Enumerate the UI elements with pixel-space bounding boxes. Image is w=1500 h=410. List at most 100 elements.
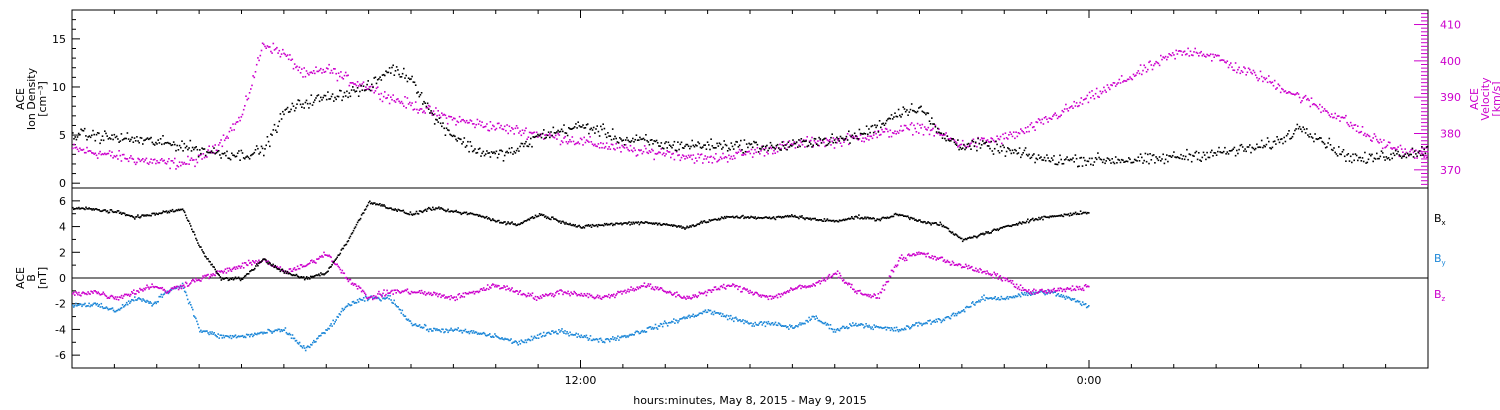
velocity-series-point <box>1087 101 1090 104</box>
velocity-series-point <box>356 81 359 83</box>
by-series-point <box>792 327 794 329</box>
by-series-point <box>556 332 558 335</box>
density-series-point <box>387 71 390 74</box>
velocity-series-point <box>1252 69 1255 72</box>
density-series-point <box>1378 157 1380 160</box>
bx-series-point <box>118 212 121 214</box>
bx-series-point <box>230 278 233 280</box>
bx-series-point <box>264 258 266 261</box>
density-series-point <box>635 134 638 136</box>
by-series-point <box>290 337 293 339</box>
density-series-point <box>1315 138 1318 140</box>
velocity-series-point <box>380 92 383 95</box>
velocity-series-point <box>476 118 479 121</box>
velocity-series-point <box>138 158 140 161</box>
velocity-series-point <box>152 159 155 161</box>
velocity-series-point <box>827 140 830 142</box>
velocity-series-point <box>1269 80 1271 83</box>
velocity-series-point <box>277 52 279 54</box>
density-series-point <box>372 86 374 89</box>
bx-series-point <box>528 219 531 221</box>
velocity-series-point <box>1117 82 1119 84</box>
bx-series-point <box>336 256 338 259</box>
bz-series-point <box>246 264 249 267</box>
legend-label: B <box>1434 212 1442 225</box>
velocity-series-point <box>1195 51 1198 54</box>
density-series-point <box>1221 151 1224 154</box>
bz-series-point <box>232 267 235 269</box>
velocity-series-point <box>477 123 480 125</box>
density-series-point <box>352 86 354 88</box>
by-series-point <box>465 331 468 333</box>
bx-series-point <box>398 209 401 211</box>
density-series-point <box>92 129 94 132</box>
by-series-point <box>550 333 552 335</box>
velocity-series-point <box>605 142 608 144</box>
bz-series-point <box>374 297 376 300</box>
by-series-point <box>613 338 615 341</box>
velocity-series-point <box>756 147 759 149</box>
by-series-point <box>955 314 958 317</box>
by-series-point <box>436 328 438 330</box>
density-series-point <box>1406 152 1409 155</box>
density-series-point <box>772 146 774 148</box>
velocity-series-point <box>1392 147 1395 149</box>
by-series-point <box>397 306 399 308</box>
velocity-series-point <box>414 101 417 103</box>
bz-series-point <box>752 293 754 296</box>
density-series-point <box>550 131 552 133</box>
bx-series-point <box>496 220 498 223</box>
bx-series-point <box>550 218 552 221</box>
density-series-point <box>988 145 990 147</box>
density-series-point <box>123 138 125 140</box>
by-series-point <box>620 336 622 339</box>
by-series-point <box>757 324 760 326</box>
density-series-point <box>1149 153 1151 155</box>
bz-series-point <box>569 294 571 297</box>
density-series-point <box>1310 136 1313 138</box>
velocity-series-point <box>74 147 76 149</box>
bx-series-point <box>182 209 185 212</box>
bz-series-point <box>953 264 956 266</box>
velocity-series-point <box>1040 121 1042 124</box>
bx-series-point <box>505 223 507 226</box>
bz-series-point <box>219 271 222 273</box>
velocity-series-point <box>719 156 722 158</box>
velocity-series-point <box>1098 96 1100 98</box>
bz-series-point <box>960 266 963 269</box>
velocity-series-point <box>658 151 660 153</box>
bx-series-point <box>189 222 191 225</box>
bz-series-point <box>691 296 693 299</box>
by-series-point <box>759 321 762 323</box>
velocity-series-point <box>1005 137 1008 139</box>
bx-series-point <box>109 209 112 211</box>
by-series-point <box>106 307 109 310</box>
by-series-point <box>1052 291 1054 294</box>
bz-series-point <box>791 288 793 290</box>
density-series-point <box>1021 153 1023 156</box>
velocity-series-point <box>839 142 842 144</box>
bz-series-point <box>657 288 660 291</box>
density-series-point <box>81 129 84 132</box>
density-series-point <box>1094 157 1097 159</box>
density-series-point <box>960 148 963 150</box>
by-series-point <box>941 320 944 322</box>
velocity-series-point <box>547 134 550 137</box>
by-series-point <box>177 285 180 288</box>
by-series-point <box>332 319 334 322</box>
velocity-series-point <box>769 146 772 148</box>
velocity-series-point <box>592 144 595 147</box>
velocity-series-point <box>420 108 423 110</box>
by-series-point <box>490 335 492 338</box>
by-series-point <box>225 335 228 337</box>
density-series-point <box>613 138 615 140</box>
density-series-point <box>200 152 202 155</box>
by-series-point <box>707 309 710 311</box>
velocity-series-point <box>1167 56 1169 58</box>
bz-series-point <box>580 292 583 295</box>
density-series-point <box>471 150 474 153</box>
bx-series-point <box>106 210 109 212</box>
bz-series-point <box>756 292 758 294</box>
density-series-point <box>595 128 597 130</box>
by-series-point <box>893 326 896 329</box>
